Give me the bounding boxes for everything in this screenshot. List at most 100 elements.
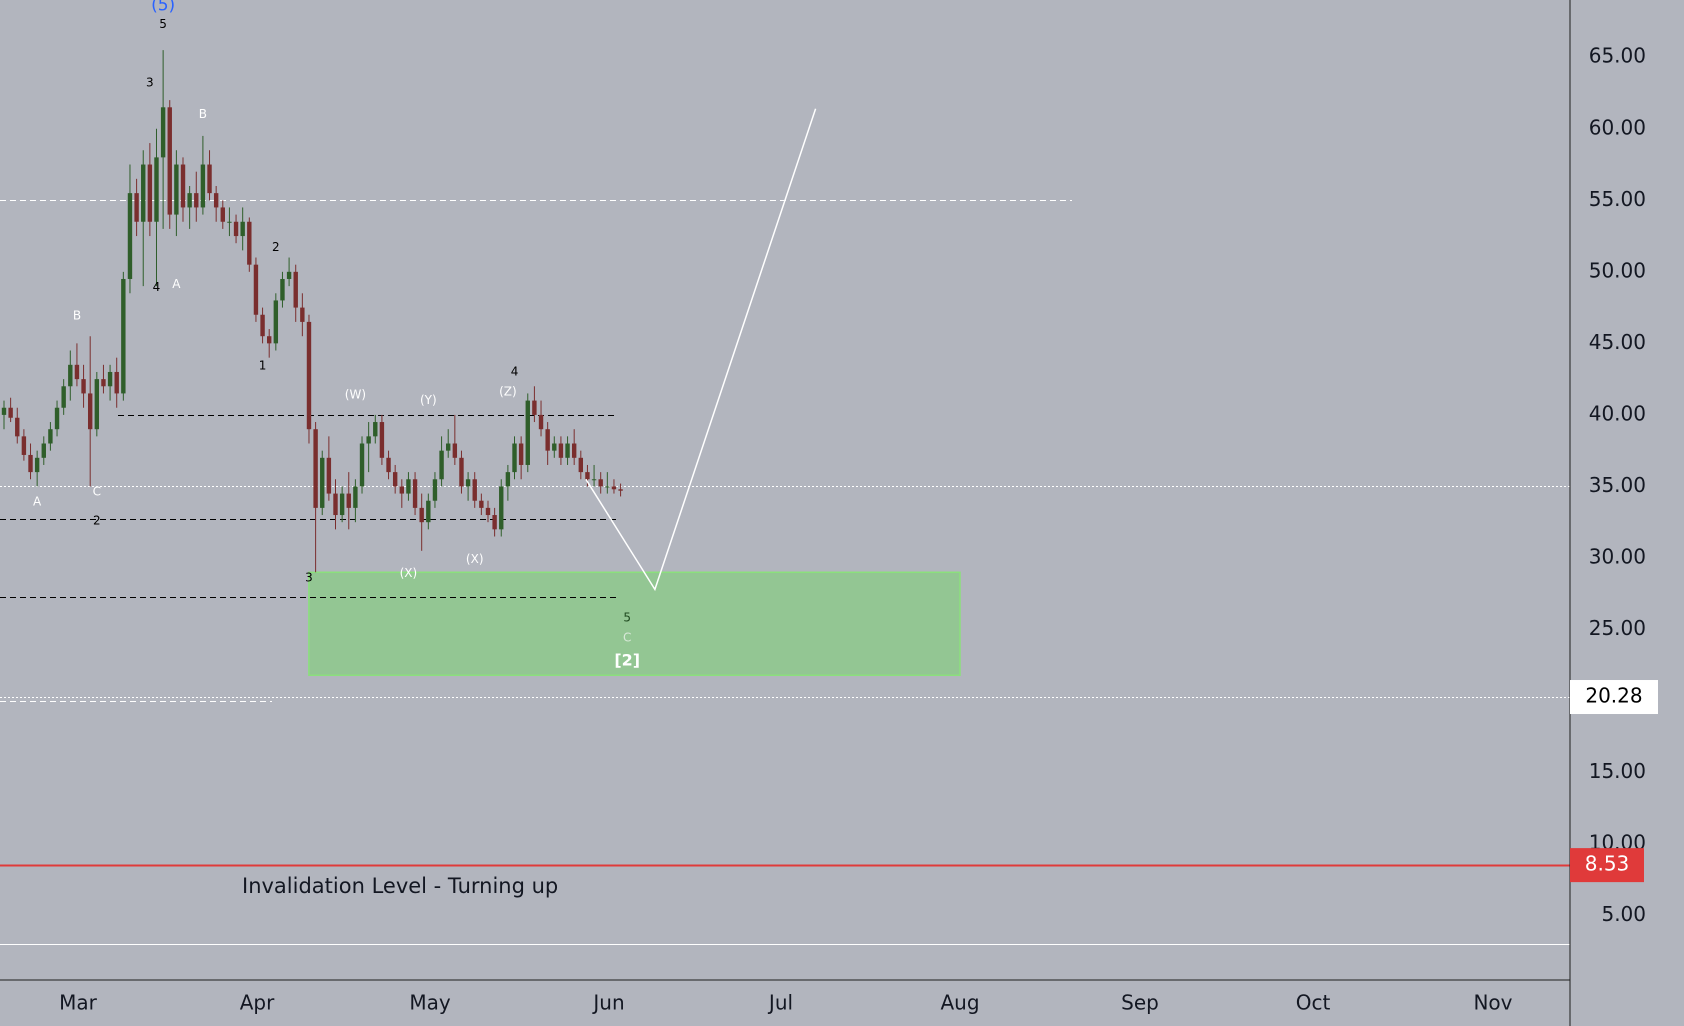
- price-badge[interactable]: 20.28: [1570, 680, 1658, 715]
- candle[interactable]: [94, 371, 100, 437]
- candle[interactable]: [320, 450, 325, 516]
- candle[interactable]: [439, 436, 444, 487]
- candle[interactable]: [167, 100, 172, 229]
- candle[interactable]: [1, 400, 7, 430]
- candle[interactable]: [87, 336, 93, 487]
- projection-path[interactable]: [585, 108, 817, 592]
- candle[interactable]: [227, 207, 232, 237]
- candle[interactable]: [326, 436, 332, 501]
- candle[interactable]: [538, 400, 544, 437]
- candle[interactable]: [505, 464, 511, 501]
- candle[interactable]: [260, 307, 265, 344]
- candle[interactable]: [552, 436, 557, 458]
- candle[interactable]: [545, 422, 550, 465]
- candle[interactable]: [419, 493, 424, 551]
- candle[interactable]: [194, 171, 199, 222]
- candle[interactable]: [34, 450, 40, 487]
- candle[interactable]: [472, 472, 477, 508]
- candle[interactable]: [300, 293, 305, 337]
- candle[interactable]: [492, 507, 497, 537]
- candle[interactable]: [180, 157, 186, 222]
- candle[interactable]: [240, 207, 245, 251]
- candle[interactable]: [359, 436, 365, 494]
- candle[interactable]: [187, 185, 192, 229]
- candle[interactable]: [220, 200, 225, 229]
- candle[interactable]: [346, 472, 351, 530]
- candle[interactable]: [293, 264, 298, 322]
- candle[interactable]: [611, 479, 617, 494]
- candle[interactable]: [499, 479, 504, 537]
- candle[interactable]: [48, 422, 53, 451]
- candle[interactable]: [101, 364, 106, 394]
- candle[interactable]: [68, 350, 73, 401]
- candle[interactable]: [459, 450, 464, 494]
- candle[interactable]: [253, 257, 259, 322]
- candle[interactable]: [134, 178, 139, 237]
- candle[interactable]: [525, 393, 530, 473]
- candle[interactable]: [452, 414, 458, 465]
- candle[interactable]: [565, 436, 570, 465]
- candle[interactable]: [465, 472, 471, 501]
- candle[interactable]: [379, 414, 385, 465]
- candle[interactable]: [598, 472, 603, 494]
- candle[interactable]: [213, 185, 219, 222]
- candle[interactable]: [605, 472, 610, 494]
- candle[interactable]: [386, 450, 391, 480]
- candle[interactable]: [485, 500, 491, 523]
- candle[interactable]: [147, 143, 153, 237]
- candle[interactable]: [200, 135, 206, 215]
- candle[interactable]: [41, 436, 46, 465]
- candle[interactable]: [313, 422, 318, 573]
- candle[interactable]: [15, 407, 20, 444]
- candle[interactable]: [618, 483, 623, 497]
- candle[interactable]: [8, 397, 13, 423]
- candle[interactable]: [432, 472, 438, 508]
- candle[interactable]: [426, 493, 431, 530]
- candle[interactable]: [107, 364, 113, 401]
- candle[interactable]: [532, 386, 537, 423]
- candle[interactable]: [578, 450, 584, 480]
- price-axis[interactable]: 65.00 60.00 55.00 50.00 45.00 40.00 35.00 30.00…: [1589, 44, 1646, 926]
- candle[interactable]: [81, 364, 86, 408]
- target-zone-box[interactable]: [308, 571, 961, 677]
- candle[interactable]: [406, 472, 411, 501]
- candle[interactable]: [412, 472, 418, 516]
- candle[interactable]: [61, 379, 66, 415]
- candle[interactable]: [373, 414, 378, 444]
- candle[interactable]: [518, 436, 524, 480]
- candle[interactable]: [141, 150, 146, 287]
- candle[interactable]: [247, 217, 252, 272]
- candle[interactable]: [446, 429, 451, 458]
- candle[interactable]: [160, 50, 166, 229]
- candle[interactable]: [233, 214, 239, 244]
- candle[interactable]: [366, 422, 371, 473]
- candle[interactable]: [127, 164, 133, 294]
- candle[interactable]: [353, 479, 358, 523]
- candle[interactable]: [121, 271, 126, 401]
- candle[interactable]: [54, 400, 60, 437]
- candle[interactable]: [558, 436, 564, 465]
- candle[interactable]: [267, 329, 272, 358]
- candle[interactable]: [306, 314, 312, 444]
- candle[interactable]: [154, 128, 159, 287]
- candle[interactable]: [571, 429, 577, 465]
- candle[interactable]: [286, 257, 292, 287]
- candle[interactable]: [392, 464, 398, 494]
- candle[interactable]: [273, 293, 279, 351]
- candle[interactable]: [207, 150, 212, 201]
- candle[interactable]: [333, 479, 338, 530]
- candle[interactable]: [512, 436, 517, 480]
- candle[interactable]: [280, 271, 285, 308]
- candle[interactable]: [21, 429, 27, 461]
- candle[interactable]: [114, 357, 119, 408]
- time-axis[interactable]: Mar Apr May Jun Jul Aug Sep Oct Nov: [59, 991, 1513, 1015]
- candle[interactable]: [174, 150, 179, 237]
- candle[interactable]: [74, 343, 80, 387]
- price-badge[interactable]: 8.53: [1570, 848, 1644, 883]
- candle[interactable]: [591, 464, 597, 487]
- candle[interactable]: [479, 493, 484, 516]
- candle[interactable]: [28, 443, 33, 480]
- candle[interactable]: [399, 479, 404, 508]
- candle[interactable]: [339, 486, 345, 523]
